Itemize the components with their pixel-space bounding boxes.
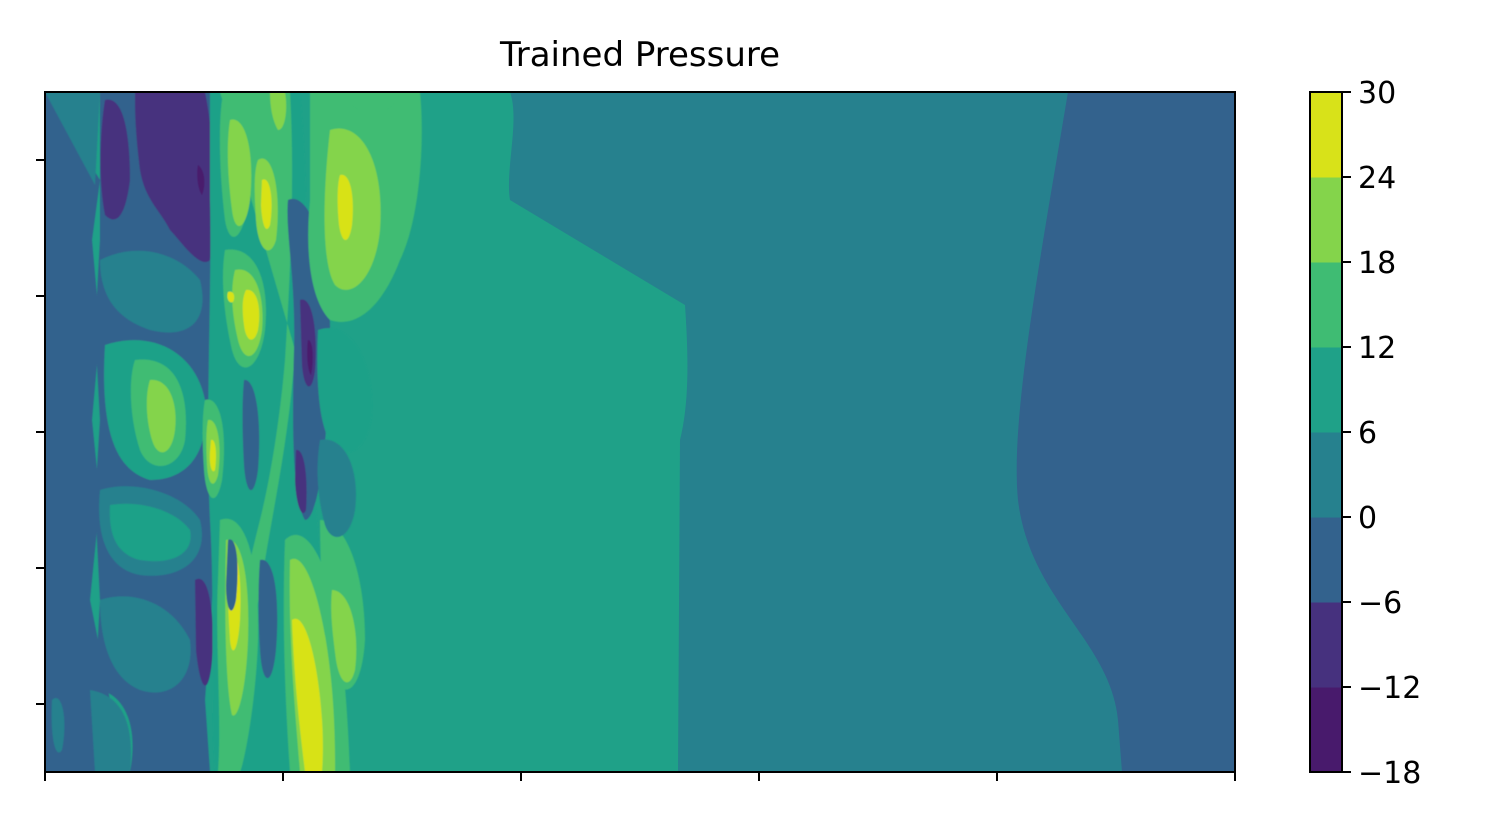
colorbar-segment (1310, 92, 1342, 178)
colorbar-tick-label: 24 (1358, 161, 1396, 196)
colorbar-segment (1310, 432, 1342, 518)
colorbar-segment (1310, 517, 1342, 603)
colorbar-tick-label: −18 (1358, 756, 1421, 791)
left-oscillation-zone (45, 92, 422, 772)
colorbar-tick-label: 30 (1358, 76, 1396, 111)
colorbar-segment (1310, 177, 1342, 263)
colorbar-tick-label: 12 (1358, 331, 1396, 366)
colorbar-tick-label: 6 (1358, 416, 1377, 451)
x-axis (44, 772, 1236, 781)
colorbar-tick-label: −12 (1358, 671, 1421, 706)
colorbar: −18 −12 −6 0 6 12 18 24 30 (1309, 76, 1421, 791)
colorbar-tick-label: −6 (1358, 586, 1402, 621)
colorbar-segment (1310, 347, 1342, 433)
y-axis (36, 159, 45, 705)
chart-title: Trained Pressure (499, 35, 780, 75)
colorbar-segment (1310, 602, 1342, 688)
colorbar-tick-label: 0 (1358, 501, 1377, 536)
colorbar-tick-label: 18 (1358, 246, 1396, 281)
plot-area (45, 92, 1235, 772)
colorbar-segment (1310, 262, 1342, 348)
colorbar-segment (1310, 687, 1342, 773)
